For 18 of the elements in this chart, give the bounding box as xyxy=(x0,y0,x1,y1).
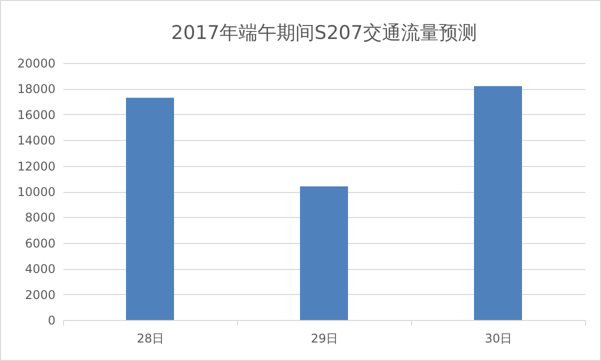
y-tick-label: 6000 xyxy=(24,236,56,250)
y-tick-label: 20000 xyxy=(17,56,56,70)
y-tick-label: 8000 xyxy=(24,210,56,225)
y-tick-label: 0 xyxy=(48,314,56,328)
x-tick-label: 29日 xyxy=(310,332,338,346)
y-tick-label: 12000 xyxy=(17,159,56,174)
bar xyxy=(126,98,174,320)
x-tick-label: 30日 xyxy=(484,332,512,346)
y-tick-label: 2000 xyxy=(24,288,56,302)
x-tick-label: 28日 xyxy=(136,332,164,346)
chart-title: 2017年端午期间S207交通流量预测 xyxy=(171,22,477,44)
y-tick-label: 4000 xyxy=(24,262,56,276)
y-tick-label: 16000 xyxy=(17,108,56,122)
y-tick-label: 14000 xyxy=(17,134,56,148)
bar xyxy=(474,86,522,320)
bar xyxy=(300,186,348,320)
y-tick-label: 18000 xyxy=(17,82,56,96)
y-tick-label: 10000 xyxy=(17,185,56,199)
